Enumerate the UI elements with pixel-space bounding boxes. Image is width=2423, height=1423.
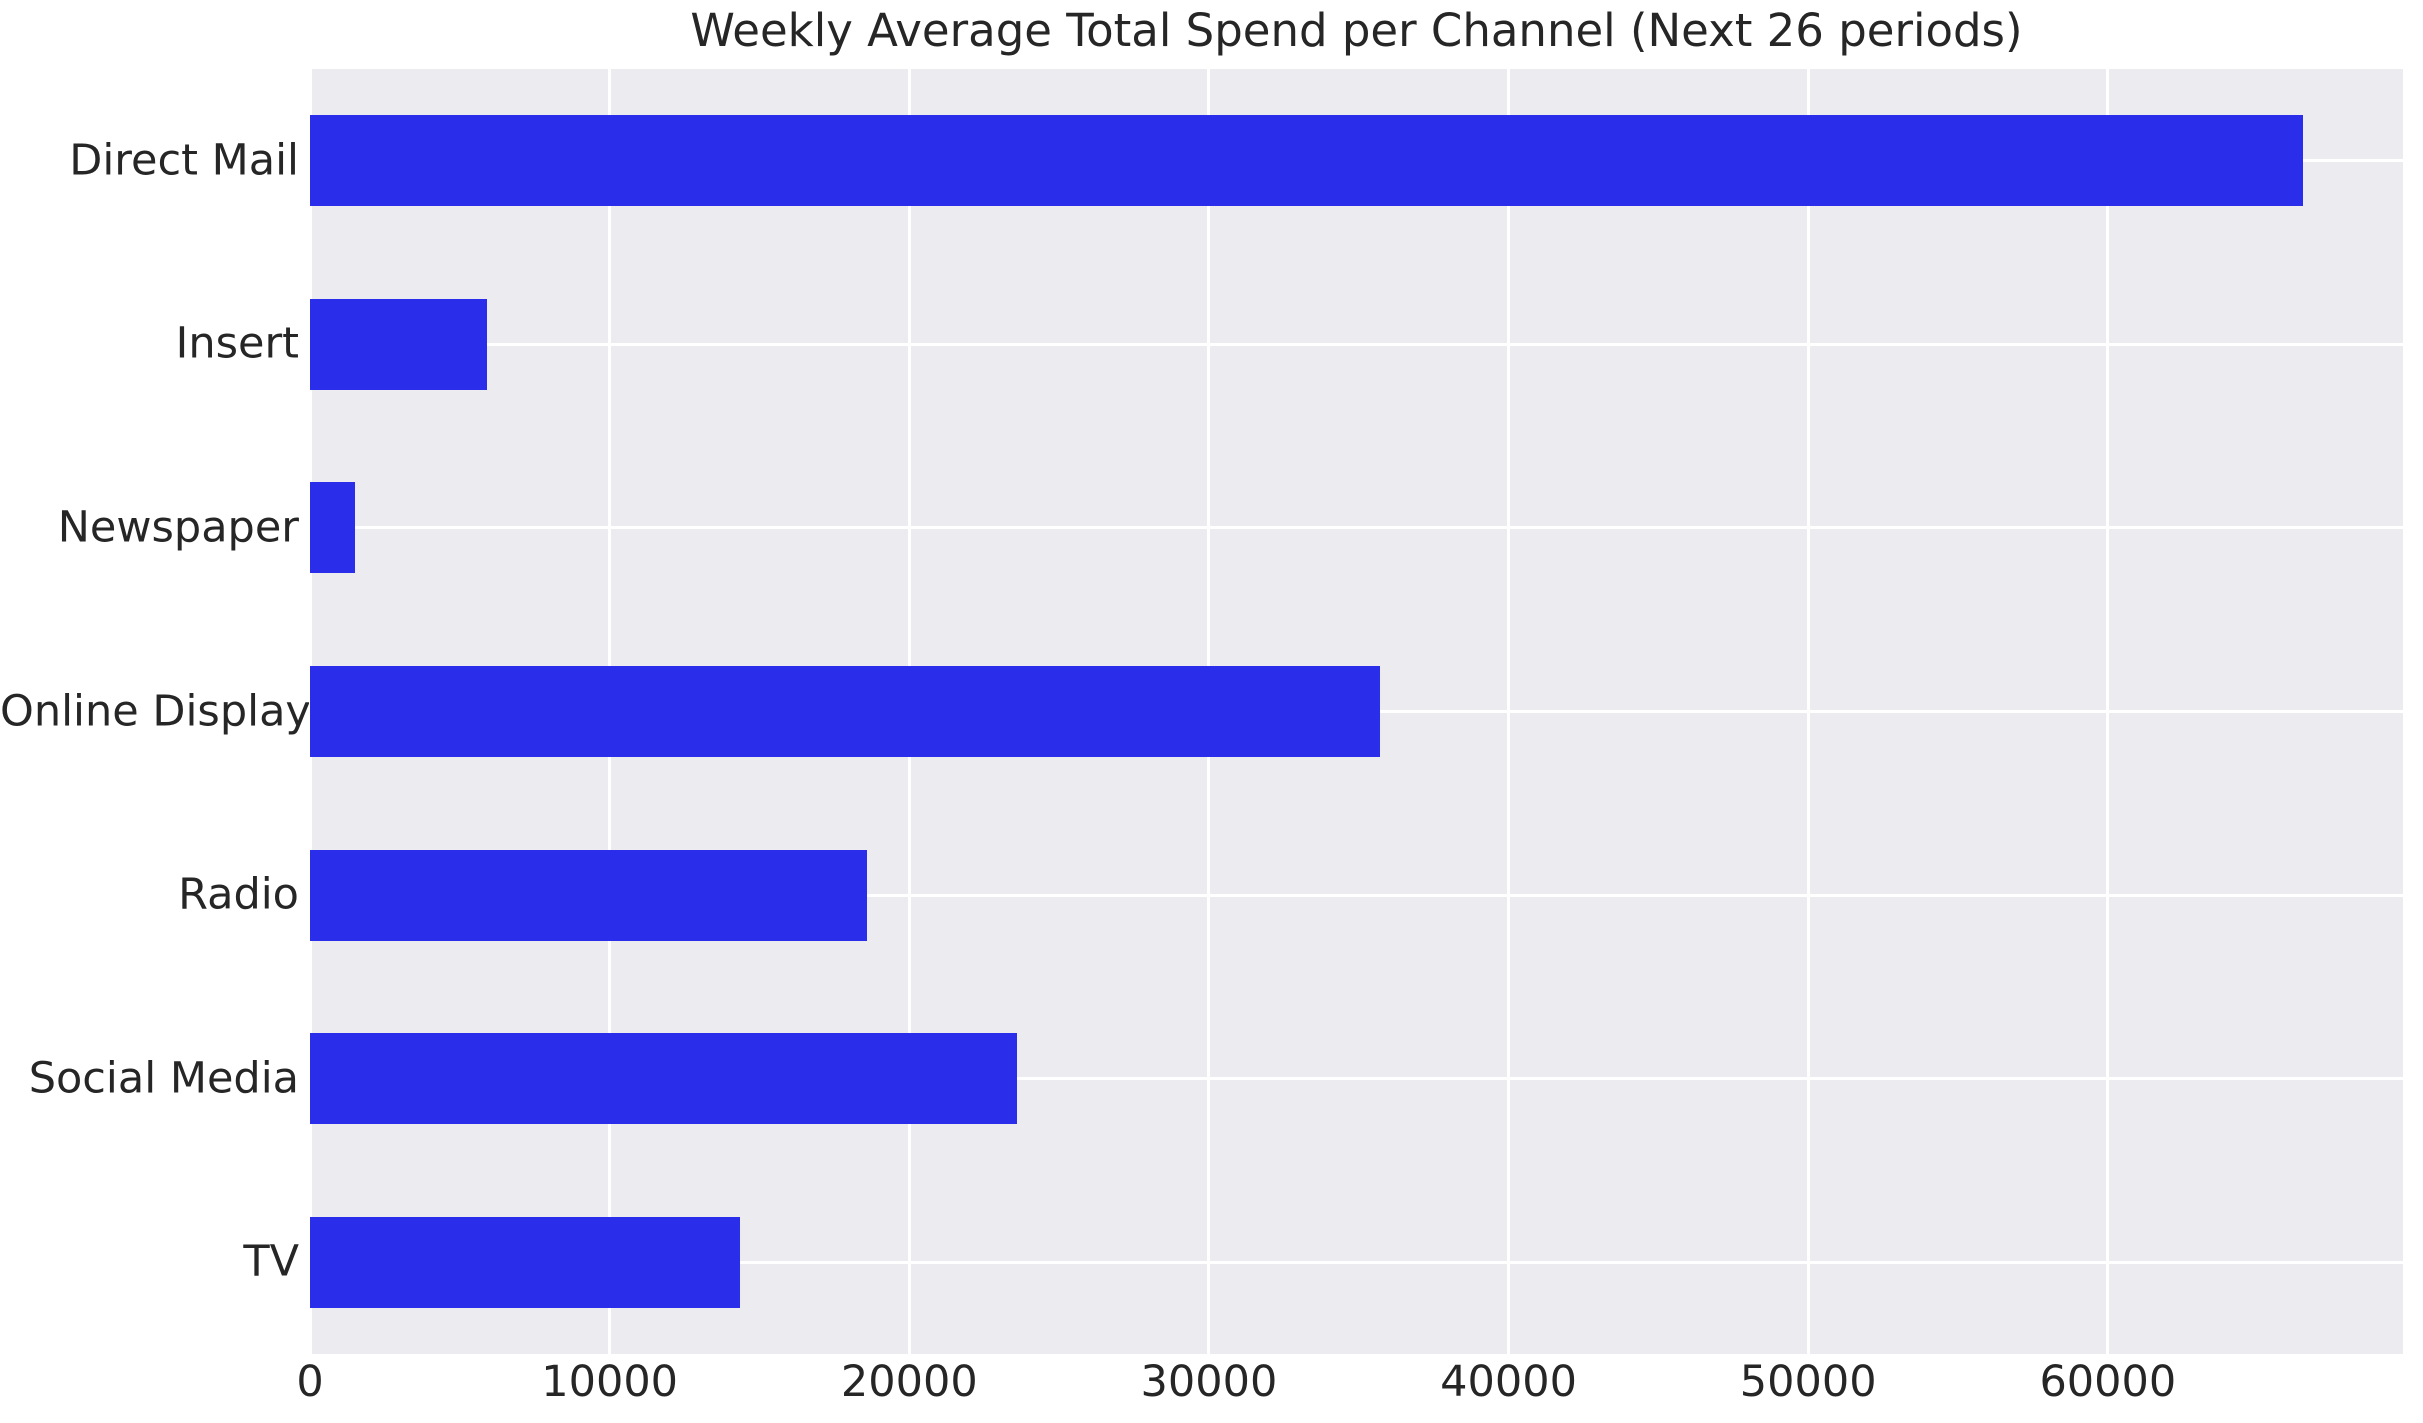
horizontal-gridline: [310, 893, 2403, 897]
x-tick-label: 30000: [1140, 1357, 1278, 1407]
plot-area: [308, 69, 2403, 1354]
y-tick-label: Radio: [178, 869, 299, 920]
bar: [310, 1216, 740, 1308]
x-tick-label: 20000: [840, 1357, 978, 1407]
x-tick-label: 0: [296, 1357, 324, 1407]
y-tick-label: Direct Mail: [69, 135, 299, 186]
bar: [310, 298, 487, 390]
x-tick-label: 50000: [1739, 1357, 1877, 1407]
bar: [310, 849, 868, 941]
x-tick-label: 60000: [2039, 1357, 2177, 1407]
y-tick-label: Online Display: [0, 686, 311, 736]
horizontal-gridline: [310, 1260, 2403, 1264]
y-tick-label: Newspaper: [57, 502, 299, 553]
y-tick-label: TV: [243, 1236, 299, 1287]
bar: [310, 115, 2303, 207]
bar: [310, 666, 1380, 757]
y-tick-label: Insert: [175, 318, 299, 369]
y-tick-label: Social Media: [28, 1053, 299, 1104]
horizontal-gridline: [310, 1077, 2403, 1081]
horizontal-gridline: [310, 342, 2403, 346]
horizontal-gridline: [310, 526, 2403, 530]
chart-title: Weekly Average Total Spend per Channel (…: [690, 4, 2023, 57]
x-tick-label: 10000: [541, 1357, 679, 1407]
x-tick-label: 40000: [1440, 1357, 1577, 1407]
bar: [310, 1033, 1018, 1125]
bar: [310, 482, 355, 574]
